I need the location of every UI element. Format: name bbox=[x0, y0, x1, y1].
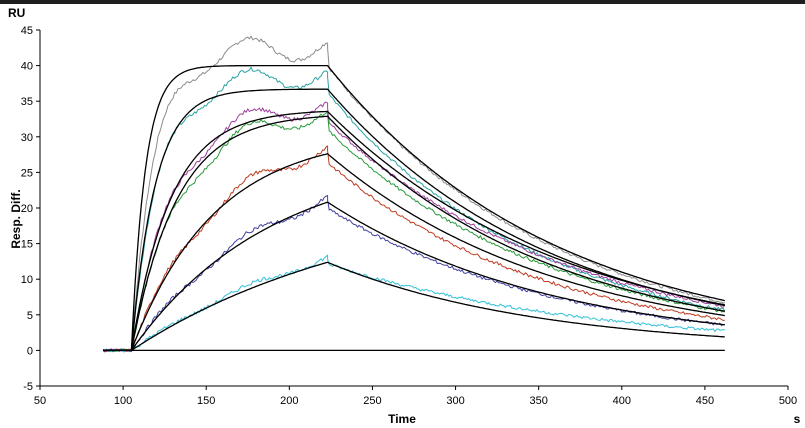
fit-curve-7 bbox=[103, 64, 725, 352]
y-tick-label: 20 bbox=[21, 203, 33, 215]
x-tick-label: 350 bbox=[529, 395, 547, 407]
y-tick-label: 25 bbox=[21, 167, 33, 179]
x-tick-label: 100 bbox=[114, 395, 132, 407]
fit-curve-8 bbox=[103, 88, 725, 352]
y-tick-label: 40 bbox=[21, 61, 33, 73]
x-unit-label: s bbox=[794, 412, 801, 426]
measured-curve-3 bbox=[102, 110, 725, 353]
axes: -5 0 5 10 15 20 25 30 35 40 45 50 100 150 200 250 300 350… bbox=[21, 25, 797, 407]
fit-curve-10 bbox=[103, 115, 725, 352]
y-unit-label: RU bbox=[8, 6, 25, 20]
y-tick-label: 5 bbox=[27, 310, 33, 322]
measured-curve-0 bbox=[103, 35, 725, 353]
x-tick-label: 450 bbox=[696, 395, 714, 407]
y-tick-label: -5 bbox=[23, 381, 33, 393]
x-tick-label: 50 bbox=[34, 395, 46, 407]
fit-curve-11 bbox=[103, 153, 725, 352]
y-tick-label: 35 bbox=[21, 96, 33, 108]
y-tick-label: 0 bbox=[27, 345, 33, 357]
sensorgram-chart: -5 0 5 10 15 20 25 30 35 40 45 50 100 150 200 250 300 350… bbox=[8, 6, 801, 426]
curves bbox=[102, 35, 726, 353]
x-tick-label: 250 bbox=[363, 395, 381, 407]
measured-curve-5 bbox=[102, 195, 725, 353]
measured-curve-1 bbox=[102, 66, 726, 352]
y-axis-title: Resp. Diff. bbox=[9, 189, 23, 248]
x-tick-label: 500 bbox=[779, 395, 797, 407]
chart-frame: -5 0 5 10 15 20 25 30 35 40 45 50 100 150 200 250 300 350… bbox=[0, 4, 805, 428]
y-tick-label: 15 bbox=[21, 239, 33, 251]
x-tick-label: 300 bbox=[446, 395, 464, 407]
y-tick-label: 45 bbox=[21, 25, 33, 37]
fit-curve-13 bbox=[103, 261, 725, 352]
x-tick-label: 150 bbox=[197, 395, 215, 407]
y-tick-label: 30 bbox=[21, 132, 33, 144]
y-tick-label: 10 bbox=[21, 274, 33, 286]
fit-curve-9 bbox=[103, 110, 725, 352]
x-tick-label: 400 bbox=[613, 395, 631, 407]
fit-curve-12 bbox=[103, 201, 725, 352]
measured-curve-2 bbox=[103, 101, 726, 353]
x-tick-label: 200 bbox=[280, 395, 298, 407]
measured-curve-4 bbox=[102, 145, 725, 353]
x-axis-title: Time bbox=[388, 412, 416, 426]
